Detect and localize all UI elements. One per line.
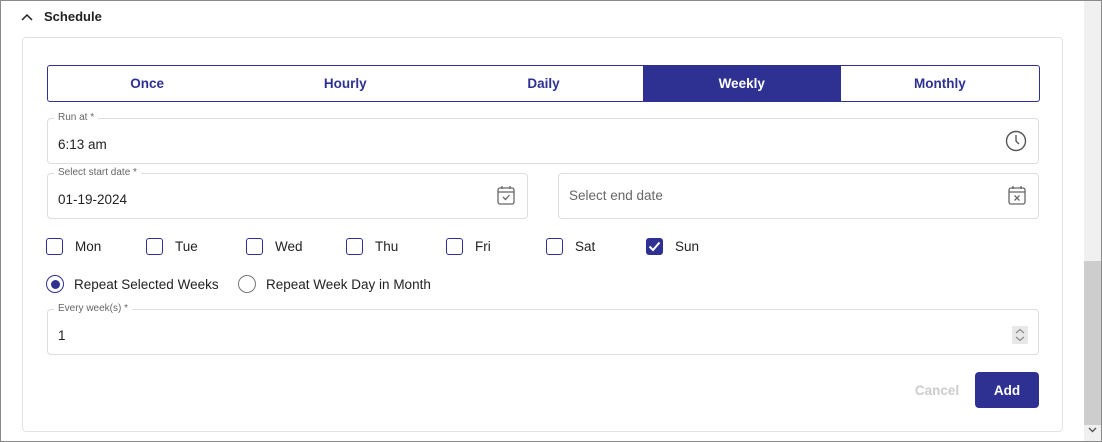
- radio-label: Repeat Selected Weeks: [74, 276, 219, 292]
- radio-repeat-week-day-in-month[interactable]: Repeat Week Day in Month: [238, 275, 431, 293]
- day-label: Sat: [575, 239, 596, 254]
- day-checkbox-sun[interactable]: Sun: [646, 238, 699, 255]
- schedule-card: [22, 37, 1063, 432]
- scrollbar[interactable]: [1084, 1, 1101, 441]
- radio-repeat-selected-weeks[interactable]: Repeat Selected Weeks: [46, 275, 219, 293]
- tab-monthly[interactable]: Monthly: [914, 76, 966, 91]
- day-label: Tue: [175, 239, 198, 254]
- chevron-up-icon: [21, 13, 33, 21]
- checkbox[interactable]: [546, 238, 563, 255]
- scrollbar-thumb[interactable]: [1084, 261, 1101, 425]
- scroll-down-arrow-icon[interactable]: [1088, 427, 1097, 433]
- day-checkbox-thu[interactable]: Thu: [346, 238, 398, 255]
- start-date-field[interactable]: Select start date * 01-19-2024: [47, 167, 528, 219]
- radio-label: Repeat Week Day in Month: [266, 276, 431, 292]
- tab-once[interactable]: Once: [130, 76, 164, 91]
- day-checkbox-sat[interactable]: Sat: [546, 238, 595, 255]
- tab-daily[interactable]: Daily: [527, 76, 560, 91]
- tab-hourly[interactable]: Hourly: [323, 76, 367, 91]
- checkbox[interactable]: [46, 238, 63, 255]
- stepper-icon[interactable]: [1012, 326, 1028, 344]
- day-label: Sun: [675, 239, 700, 254]
- day-checkbox-tue[interactable]: Tue: [146, 238, 198, 255]
- day-checkbox-mon[interactable]: Mon: [46, 238, 101, 255]
- end-date-placeholder: Select end date: [569, 188, 663, 203]
- checkbox[interactable]: [246, 238, 263, 255]
- run-at-field[interactable]: Run at * 6:13 am: [47, 112, 1039, 164]
- calendar-x-icon[interactable]: [1007, 184, 1027, 206]
- cancel-button[interactable]: Cancel: [906, 372, 968, 408]
- every-weeks-value: 1: [58, 328, 66, 343]
- run-at-label: Run at *: [54, 112, 99, 123]
- start-date-value: 01-19-2024: [58, 192, 128, 207]
- day-checkbox-wed[interactable]: Wed: [246, 238, 303, 255]
- calendar-check-icon[interactable]: [496, 184, 516, 206]
- checkbox[interactable]: [146, 238, 163, 255]
- day-label: Thu: [375, 239, 399, 254]
- clock-icon[interactable]: [1005, 130, 1027, 152]
- radio[interactable]: [238, 275, 256, 293]
- start-date-label: Select start date *: [54, 167, 141, 178]
- checkmark-icon: [648, 241, 661, 252]
- checkbox[interactable]: [346, 238, 363, 255]
- checkbox[interactable]: [446, 238, 463, 255]
- section-title: Schedule: [44, 9, 102, 24]
- run-at-value: 6:13 am: [58, 137, 107, 152]
- day-checkbox-fri[interactable]: Fri: [446, 238, 491, 255]
- every-weeks-label: Every week(s) *: [54, 303, 133, 314]
- day-label: Fri: [475, 239, 491, 254]
- day-label: Mon: [75, 239, 102, 254]
- day-label: Wed: [275, 239, 303, 254]
- add-button[interactable]: Add: [975, 372, 1039, 408]
- radio-selected[interactable]: [46, 275, 64, 293]
- tab-weekly[interactable]: Weekly: [642, 66, 841, 101]
- frequency-tabs: Once Hourly Daily Weekly Monthly: [47, 65, 1040, 102]
- schedule-section-header[interactable]: Schedule: [20, 9, 102, 24]
- end-date-field[interactable]: Select end date: [558, 173, 1039, 219]
- checkbox-checked[interactable]: [646, 238, 663, 255]
- every-weeks-field[interactable]: Every week(s) * 1: [47, 303, 1039, 355]
